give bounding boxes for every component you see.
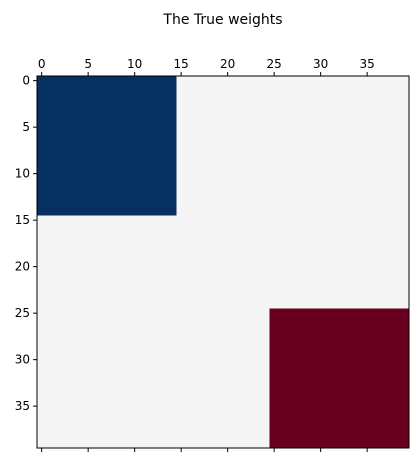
heatmap-block-0 [37,76,177,216]
x-tick-label-10: 10 [127,57,142,71]
chart-title: The True weights [162,12,282,28]
x-tick-label-30: 30 [313,57,328,71]
y-tick-label-35: 35 [15,399,30,413]
y-tick-label-25: 25 [15,306,30,320]
y-tick-label-30: 30 [15,353,30,367]
y-tick-label-15: 15 [15,213,30,227]
x-tick-label-5: 5 [84,57,92,71]
plot-frame [36,75,410,449]
heatmap-block-1 [269,308,409,448]
plot-area: 0 5 10 15 20 25 30 35 0 5 10 15 20 25 30 35 [15,57,410,452]
y-tick-label-5: 5 [22,120,30,134]
y-tick-label-20: 20 [15,260,30,274]
x-tick-label-0: 0 [38,57,46,71]
x-tick-label-20: 20 [220,57,235,71]
x-tick-label-25: 25 [267,57,282,71]
y-tick-label-10: 10 [15,167,30,181]
x-tick-label-15: 15 [174,57,189,71]
x-tick-label-35: 35 [360,57,375,71]
y-tick-label-0: 0 [22,74,30,88]
